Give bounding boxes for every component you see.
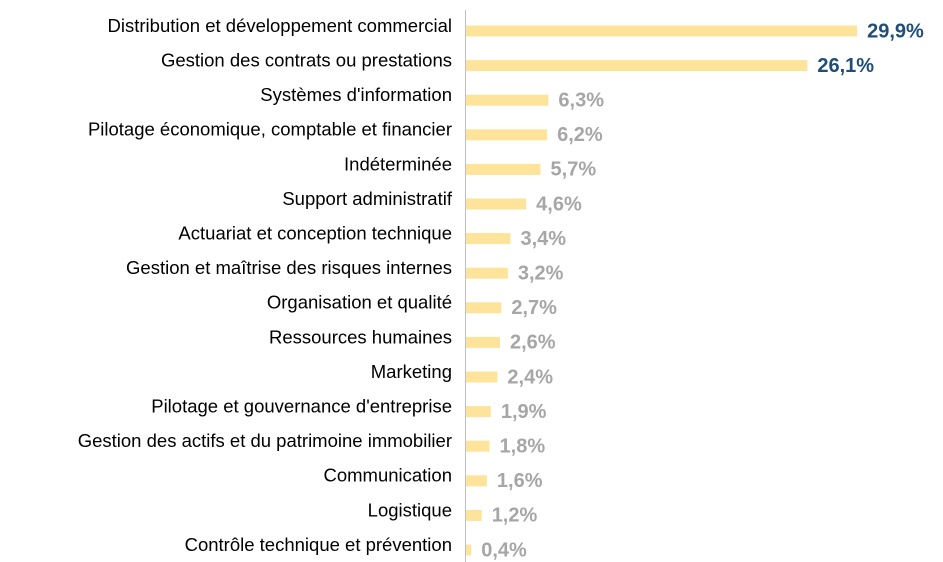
category-label: Organisation et qualité xyxy=(267,292,452,313)
category-label: Gestion des contrats ou prestations xyxy=(161,49,452,70)
bar xyxy=(466,336,501,348)
value-label: 1,6% xyxy=(497,470,543,492)
value-label: 6,2% xyxy=(557,124,603,146)
category-label: Gestion des actifs et du patrimoine immo… xyxy=(78,430,452,451)
bar xyxy=(466,129,548,141)
bar xyxy=(466,267,508,279)
bar xyxy=(466,406,491,418)
category-label: Pilotage et gouvernance d'entreprise xyxy=(151,395,452,416)
bar xyxy=(466,163,541,175)
value-label: 1,8% xyxy=(500,435,546,457)
category-label: Pilotage économique, comptable et financ… xyxy=(88,119,452,140)
value-label: 29,9% xyxy=(867,20,924,42)
bar xyxy=(466,94,549,106)
category-label: Gestion et maîtrise des risques internes xyxy=(126,257,452,278)
category-label: Ressources humaines xyxy=(269,326,452,347)
value-label: 5,7% xyxy=(551,159,597,181)
bar xyxy=(466,509,482,521)
bar xyxy=(466,440,490,452)
bar xyxy=(466,25,858,37)
category-label: Communication xyxy=(323,465,452,486)
value-label: 2,6% xyxy=(510,332,556,354)
bar xyxy=(466,475,487,487)
bar xyxy=(466,198,527,210)
value-label: 26,1% xyxy=(817,55,874,77)
value-label: 4,6% xyxy=(536,193,582,215)
value-label: 2,4% xyxy=(507,366,553,388)
bar xyxy=(466,233,511,245)
category-label: Actuariat et conception technique xyxy=(178,222,452,243)
category-label: Marketing xyxy=(371,361,452,382)
category-label: Indéterminée xyxy=(344,153,452,174)
value-label: 2,7% xyxy=(511,297,557,319)
bar xyxy=(466,302,502,314)
category-label: Contrôle technique et prévention xyxy=(185,534,452,555)
category-label: Support administratif xyxy=(282,188,453,209)
value-label: 3,4% xyxy=(520,228,566,250)
bar xyxy=(466,60,808,72)
category-label: Logistique xyxy=(368,499,452,520)
value-label: 1,9% xyxy=(501,401,547,423)
value-label: 1,2% xyxy=(492,505,538,527)
value-label: 6,3% xyxy=(558,89,604,111)
value-label: 3,2% xyxy=(518,262,564,284)
category-label: Distribution et développement commercial xyxy=(108,15,452,36)
bar xyxy=(466,371,498,383)
bar xyxy=(466,544,472,556)
value-label: 0,4% xyxy=(481,539,527,561)
category-label: Systèmes d'information xyxy=(260,84,452,105)
